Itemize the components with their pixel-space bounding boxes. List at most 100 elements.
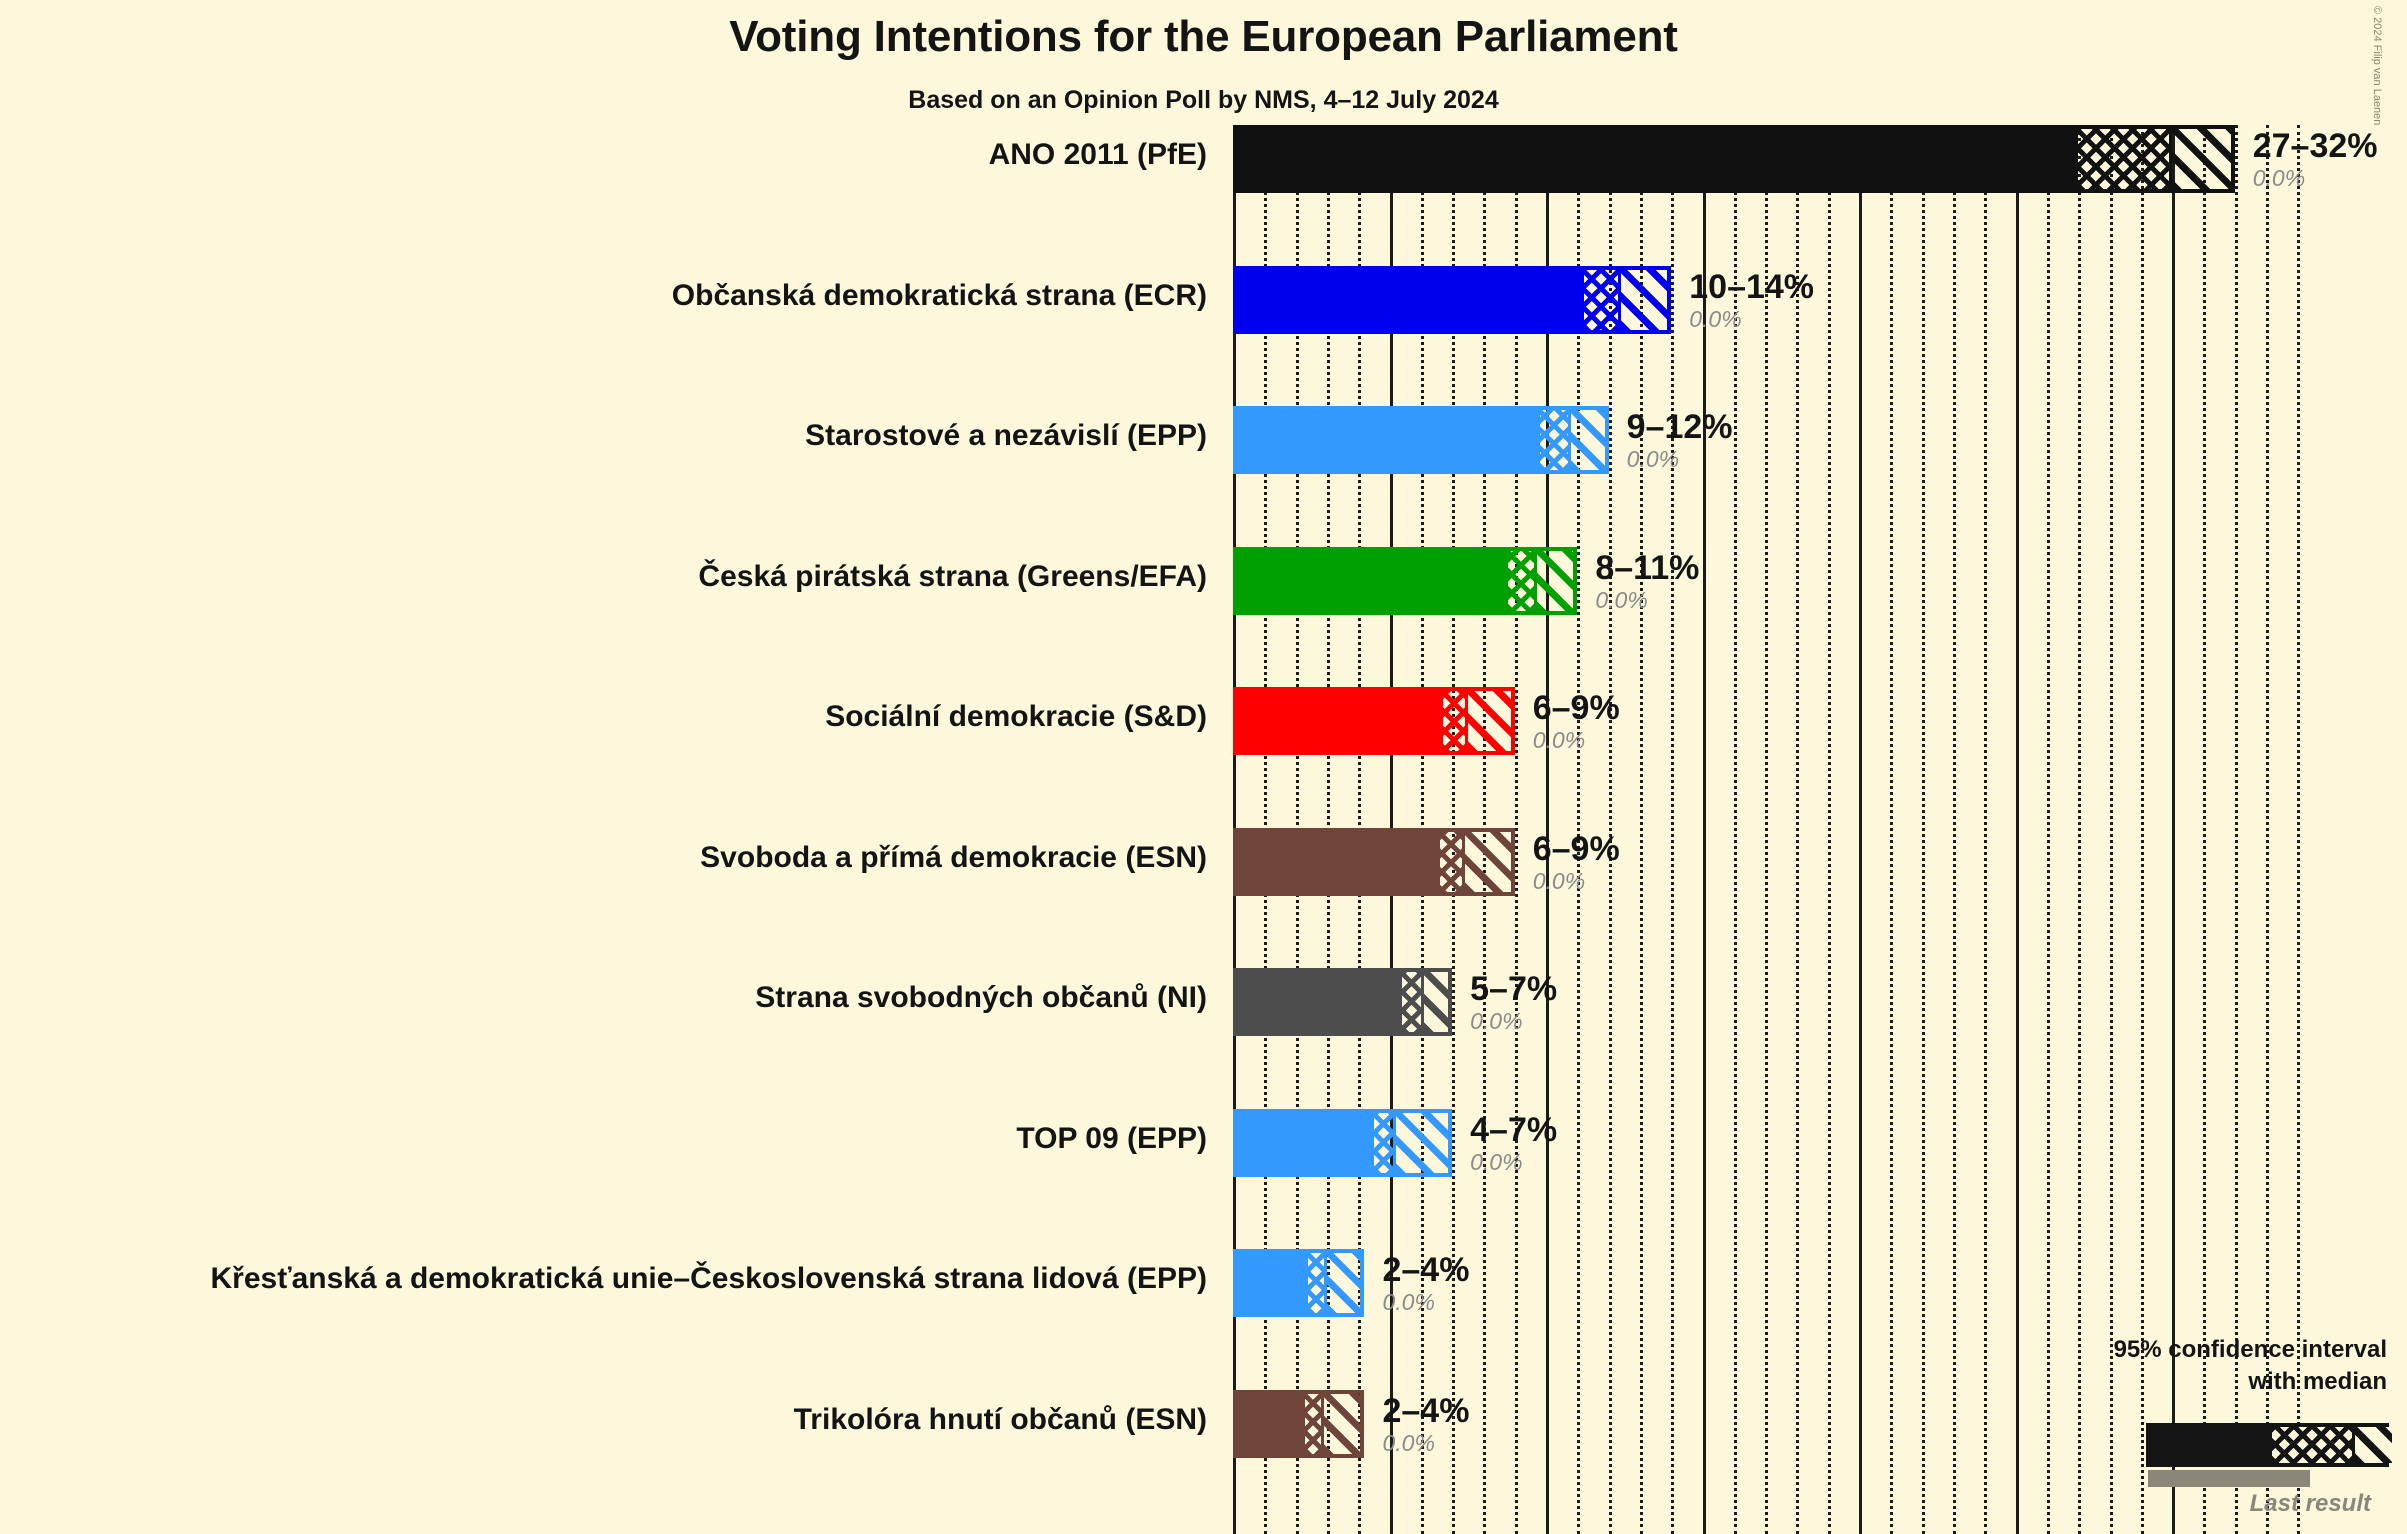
- legend-median-hatch: [2272, 1427, 2352, 1463]
- bar-solid-segment: [1237, 831, 1440, 892]
- bar-7: [1233, 968, 1453, 1036]
- legend-sample-bar: [2146, 1423, 2392, 1467]
- bar-ci-segment: [1326, 1253, 1361, 1313]
- value-label-group-8: 4–7% 0.0%: [1470, 1113, 1557, 1178]
- bar-solid-segment: [1237, 129, 2079, 189]
- value-label-group-2: 10–14% 0.0%: [1689, 270, 1814, 335]
- gridline-major: [2015, 125, 2019, 1534]
- category-label-4: Česká pirátská strana (Greens/EFA): [698, 559, 1207, 593]
- bar-8: [1233, 1108, 1453, 1177]
- legend-last-result-label: Last result: [2249, 1490, 2371, 1517]
- bar-solid-segment: [1237, 1393, 1305, 1454]
- gridline-major: [1859, 125, 1863, 1534]
- ci-range-label: 9–12%: [1626, 408, 1733, 446]
- bar-10: [1233, 1389, 1365, 1458]
- gridline-minor: [2266, 125, 2270, 1534]
- gridline-major: [1702, 125, 1706, 1534]
- bar-solid-segment: [1237, 269, 1584, 330]
- bar-2: [1233, 265, 1672, 334]
- bar-median-segment: [1439, 831, 1465, 892]
- bar-median-segment: [1442, 691, 1468, 751]
- category-label-1: ANO 2011 (PfE): [988, 138, 1207, 171]
- gridline-minor: [2078, 125, 2082, 1534]
- chart-subtitle: Based on an Opinion Poll by NMS, 4–12 Ju…: [908, 86, 1499, 114]
- bar-3: [1233, 406, 1609, 474]
- last-result-label: 0.0%: [1382, 1289, 1435, 1315]
- last-result-label: 0.0%: [1532, 727, 1586, 753]
- page-title: Voting Intentions for the European Parli…: [729, 12, 1678, 61]
- bar-median-segment: [1402, 972, 1424, 1032]
- ci-range-label: 4–7%: [1470, 1110, 1558, 1149]
- gridline-minor: [1671, 125, 1675, 1534]
- bar-ci-segment: [1423, 972, 1449, 1032]
- last-result-label: 0.0%: [1689, 305, 1742, 332]
- gridline-minor: [2203, 125, 2207, 1534]
- bar-median-segment: [1508, 550, 1537, 611]
- bar-solid-segment: [1237, 1253, 1309, 1313]
- ci-range-label: 27–32%: [2252, 127, 2378, 165]
- gridline-minor: [2234, 125, 2238, 1534]
- legend-line-1: 95% confidence interval: [2113, 1336, 2387, 1363]
- value-label-group-9: 2–4% 0.0%: [1382, 1253, 1469, 1318]
- last-result-label: 0.0%: [1626, 446, 1680, 472]
- bar-median-segment: [2078, 129, 2173, 189]
- ci-range-label: 2–4%: [1382, 1391, 1470, 1430]
- bar-solid-segment: [1237, 1112, 1374, 1173]
- bar-ci-segment: [1395, 1112, 1449, 1173]
- last-result-label: 0.0%: [1382, 1429, 1435, 1456]
- category-label-8: TOP 09 (EPP): [1016, 1121, 1207, 1155]
- bar-ci-segment: [1571, 410, 1605, 470]
- gridline-minor: [1796, 125, 1800, 1534]
- value-label-group-10: 2–4% 0.0%: [1382, 1394, 1469, 1459]
- gridline-minor: [1984, 125, 1988, 1534]
- category-label-7: Strana svobodných občanů (NI): [755, 981, 1207, 1014]
- last-result-label: 0.0%: [1470, 1008, 1523, 1034]
- bar-5: [1233, 687, 1515, 755]
- bar-1: [1233, 125, 2235, 193]
- bar-median-segment: [1373, 1112, 1396, 1173]
- bar-6: [1233, 827, 1515, 896]
- gridline-minor: [2046, 125, 2050, 1534]
- copyright-notice: © 2024 Filip van Laenen: [2371, 6, 2383, 126]
- bar-9: [1233, 1249, 1365, 1317]
- ci-range-label: 2–4%: [1382, 1251, 1470, 1289]
- plot-area: [1233, 125, 2313, 1534]
- ci-range-label: 8–11%: [1595, 548, 1700, 587]
- value-label-group-4: 8–11% 0.0%: [1595, 551, 1699, 616]
- bar-solid-segment: [1237, 691, 1443, 751]
- value-label-group-6: 6–9% 0.0%: [1533, 832, 1620, 897]
- legend-ci-hatch: [2352, 1427, 2392, 1463]
- category-label-2: Občanská demokratická strana (ECR): [671, 278, 1207, 312]
- legend-line-2: with median: [2248, 1368, 2387, 1396]
- gridline-minor: [2140, 125, 2144, 1534]
- bar-4: [1233, 546, 1578, 615]
- gridline-minor: [1827, 125, 1831, 1534]
- category-label-3: Starostové a nezávislí (EPP): [805, 419, 1207, 452]
- category-label-5: Sociální demokracie (S&D): [825, 700, 1207, 733]
- bar-median-segment: [1308, 1253, 1327, 1313]
- value-label-group-3: 9–12% 0.0%: [1627, 410, 1733, 475]
- bar-median-segment: [1305, 1393, 1324, 1454]
- ci-range-label: 5–7%: [1470, 970, 1558, 1008]
- value-label-group-5: 6–9% 0.0%: [1533, 691, 1620, 756]
- gridline-minor: [1733, 125, 1737, 1534]
- ci-range-label: 10–14%: [1689, 267, 1815, 306]
- gridline-minor: [1921, 125, 1925, 1534]
- legend-last-result-bar: [2148, 1470, 2310, 1487]
- gridline-minor: [1514, 125, 1518, 1534]
- bar-ci-segment: [1464, 831, 1511, 892]
- gridline-minor: [1890, 125, 1894, 1534]
- bar-median-segment: [1539, 410, 1572, 470]
- bar-ci-segment: [2172, 129, 2231, 189]
- last-result-label: 0.0%: [1470, 1148, 1523, 1175]
- gridline-minor: [1953, 125, 1956, 1534]
- bar-solid-segment: [1237, 550, 1509, 611]
- last-result-label: 0.0%: [1532, 867, 1586, 894]
- gridline-minor: [1639, 125, 1643, 1534]
- legend-title: 95% confidence interval with median: [2047, 1334, 2387, 1399]
- bar-solid-segment: [1237, 410, 1540, 470]
- ci-range-label: 6–9%: [1532, 829, 1620, 868]
- ci-range-label: 6–9%: [1532, 689, 1620, 727]
- value-label-group-7: 5–7% 0.0%: [1470, 972, 1557, 1037]
